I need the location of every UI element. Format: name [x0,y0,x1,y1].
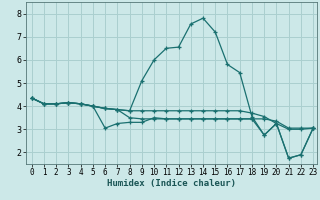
X-axis label: Humidex (Indice chaleur): Humidex (Indice chaleur) [107,179,236,188]
